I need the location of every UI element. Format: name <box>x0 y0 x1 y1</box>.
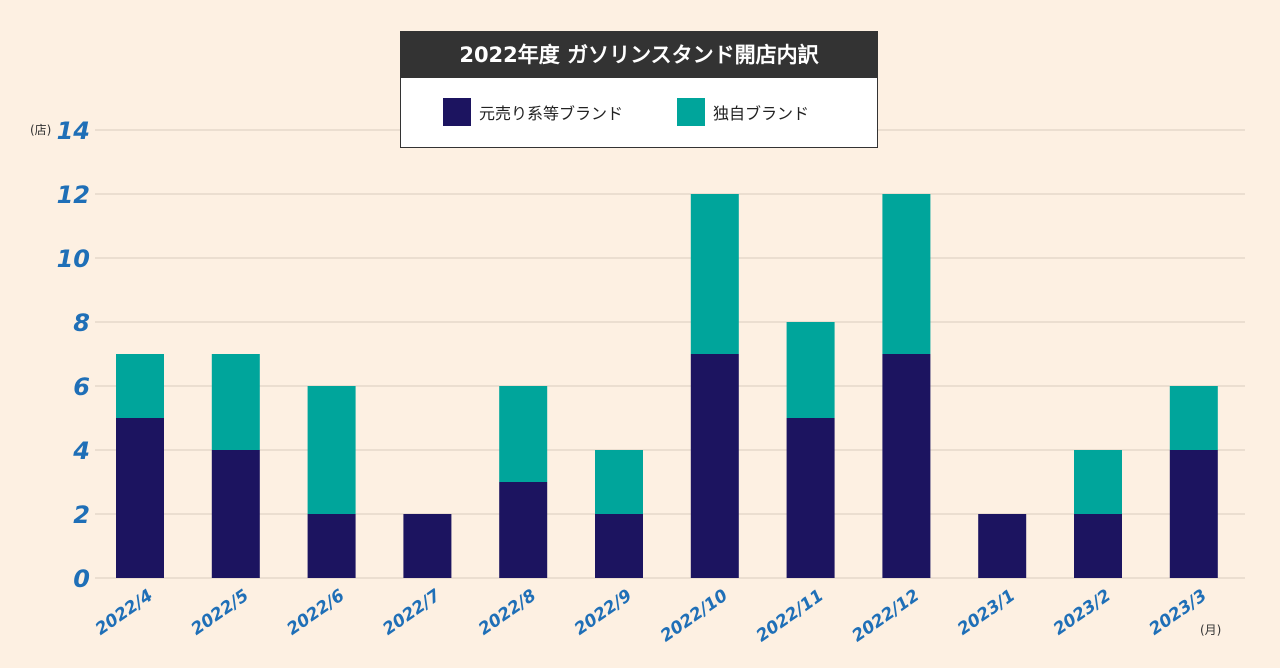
bar-2022/10-series-1 <box>690 194 739 354</box>
bar-2022/10-series-0 <box>690 354 739 578</box>
bars <box>116 194 1218 578</box>
y-tick-label: 12 <box>57 181 90 209</box>
x-axis-ticks: 2022/4 2022/5 2022/6 2022/7 2022/8 2022/9 2022… <box>92 586 1211 647</box>
x-tick-label: 2022/9 <box>571 586 636 640</box>
y-tick-label: 4 <box>72 437 90 465</box>
bar-2022/9-series-0 <box>595 514 643 578</box>
bar-2023/3-series-0 <box>1169 450 1218 578</box>
bar-2022/5-series-0 <box>211 450 260 578</box>
x-tick-label: 2022/11 <box>753 586 828 647</box>
bar-2023/1-series-0 <box>978 514 1027 578</box>
legend-item-series-0: 元売り系等ブランド <box>443 98 623 126</box>
chart-title: 2022年度 ガソリンスタンド開店内訳 <box>401 32 877 78</box>
x-tick-label: 2023/2 <box>1050 586 1115 640</box>
y-tick-label: 6 <box>73 373 90 401</box>
legend-item-series-1: 独自ブランド <box>677 98 809 126</box>
legend-label-series-0: 元売り系等ブランド <box>479 104 624 123</box>
legend-swatch-series-0 <box>443 98 471 126</box>
grid-lines <box>95 129 1245 579</box>
x-tick-label: 2022/4 <box>92 586 157 640</box>
x-tick-label: 2022/12 <box>849 586 924 647</box>
bar-2022/11-series-1 <box>786 322 835 418</box>
y-axis-ticks: 0 2 4 6 8 10 12 14 <box>57 117 90 593</box>
x-tick-label: 2022/7 <box>379 586 444 640</box>
bar-2022/8-series-0 <box>499 482 548 578</box>
x-tick-label: 2022/5 <box>188 586 253 640</box>
y-tick-label: 2 <box>73 501 90 529</box>
legend-label-series-1: 独自ブランド <box>713 104 810 123</box>
bar-2022/12-series-0 <box>882 354 931 578</box>
bar-2022/6-series-1 <box>307 386 356 514</box>
legend: 2022年度 ガソリンスタンド開店内訳 元売り系等ブランド 独自ブランド <box>400 31 878 148</box>
x-tick-label: 2022/10 <box>657 586 732 647</box>
bar-2023/3-series-1 <box>1169 386 1218 450</box>
y-unit-label: (店) <box>30 123 52 137</box>
bar-2022/8-series-1 <box>499 386 548 482</box>
x-tick-label: 2023/1 <box>954 586 1019 640</box>
bar-2022/9-series-1 <box>595 450 643 514</box>
bar-2022/6-series-0 <box>307 514 356 578</box>
bar-2022/5-series-1 <box>211 354 260 450</box>
bar-2022/4-series-1 <box>116 354 164 418</box>
bar-2023/2-series-1 <box>1074 450 1122 514</box>
y-tick-label: 0 <box>73 565 90 593</box>
bar-2022/12-series-1 <box>882 194 931 354</box>
y-tick-label: 14 <box>57 117 90 145</box>
bar-2022/7-series-0 <box>403 514 452 578</box>
x-unit-label: (月) <box>1200 623 1222 637</box>
x-tick-label: 2022/8 <box>475 586 540 640</box>
x-tick-label: 2022/6 <box>283 586 348 640</box>
y-tick-label: 8 <box>73 309 90 337</box>
bar-2022/11-series-0 <box>786 418 835 578</box>
legend-swatch-series-1 <box>677 98 705 126</box>
bar-2022/4-series-0 <box>116 418 164 578</box>
bar-2023/2-series-0 <box>1074 514 1122 578</box>
y-tick-label: 10 <box>57 245 90 273</box>
